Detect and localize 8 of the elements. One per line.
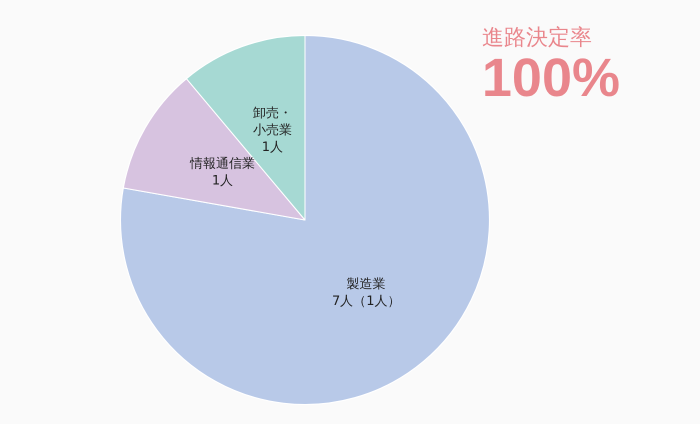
data-label: 7人（1人） [332,294,400,309]
slice-label: 製造業 [346,276,386,292]
slice-label: 情報通信業 [189,156,256,172]
data-label: 1人 [262,140,284,156]
data-label: 1人 [212,173,234,188]
slice-label: 卸売・小売業 [252,106,292,138]
chart-subtitle: 100% [482,48,620,108]
text: 進路決定率 [482,26,592,50]
